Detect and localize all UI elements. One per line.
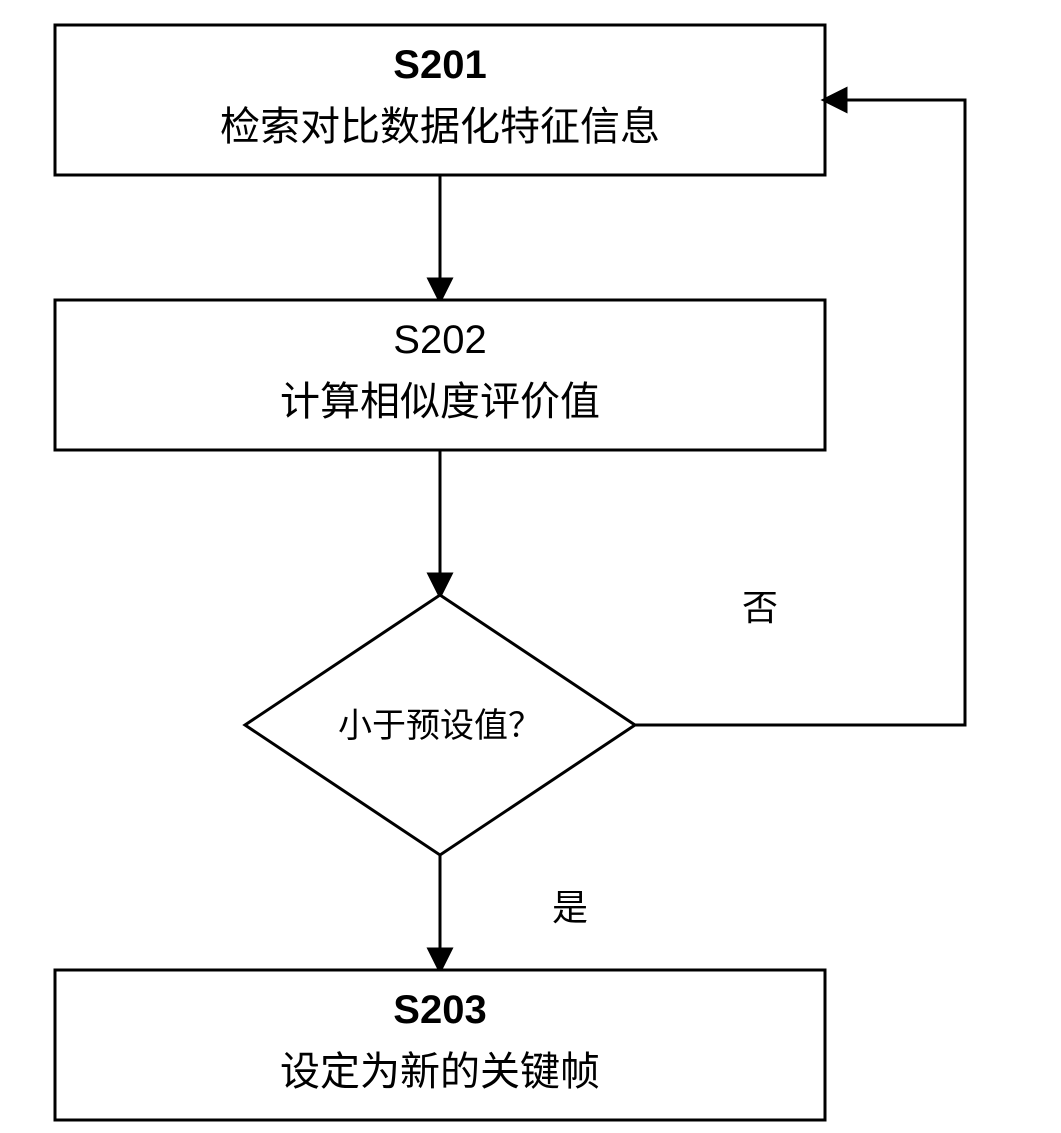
node-s202-label: 计算相似度评价值 — [280, 380, 600, 424]
branch-no-label: 否 — [742, 587, 778, 628]
node-s203-label: 设定为新的关键帧 — [280, 1050, 600, 1094]
branch-yes-label: 是 — [552, 887, 588, 928]
node-s203: S203 设定为新的关键帧 — [55, 970, 825, 1120]
node-s203-id: S203 — [393, 988, 486, 1032]
node-decision-label: 小于预设值？ — [338, 707, 542, 745]
node-decision: 小于预设值？ — [245, 595, 635, 855]
node-s201-id: S201 — [393, 43, 486, 87]
node-s202: S202 计算相似度评价值 — [55, 300, 825, 450]
node-s202-id: S202 — [393, 318, 486, 362]
node-s201: S201 检索对比数据化特征信息 — [55, 25, 825, 175]
node-s201-label: 检索对比数据化特征信息 — [220, 105, 660, 149]
